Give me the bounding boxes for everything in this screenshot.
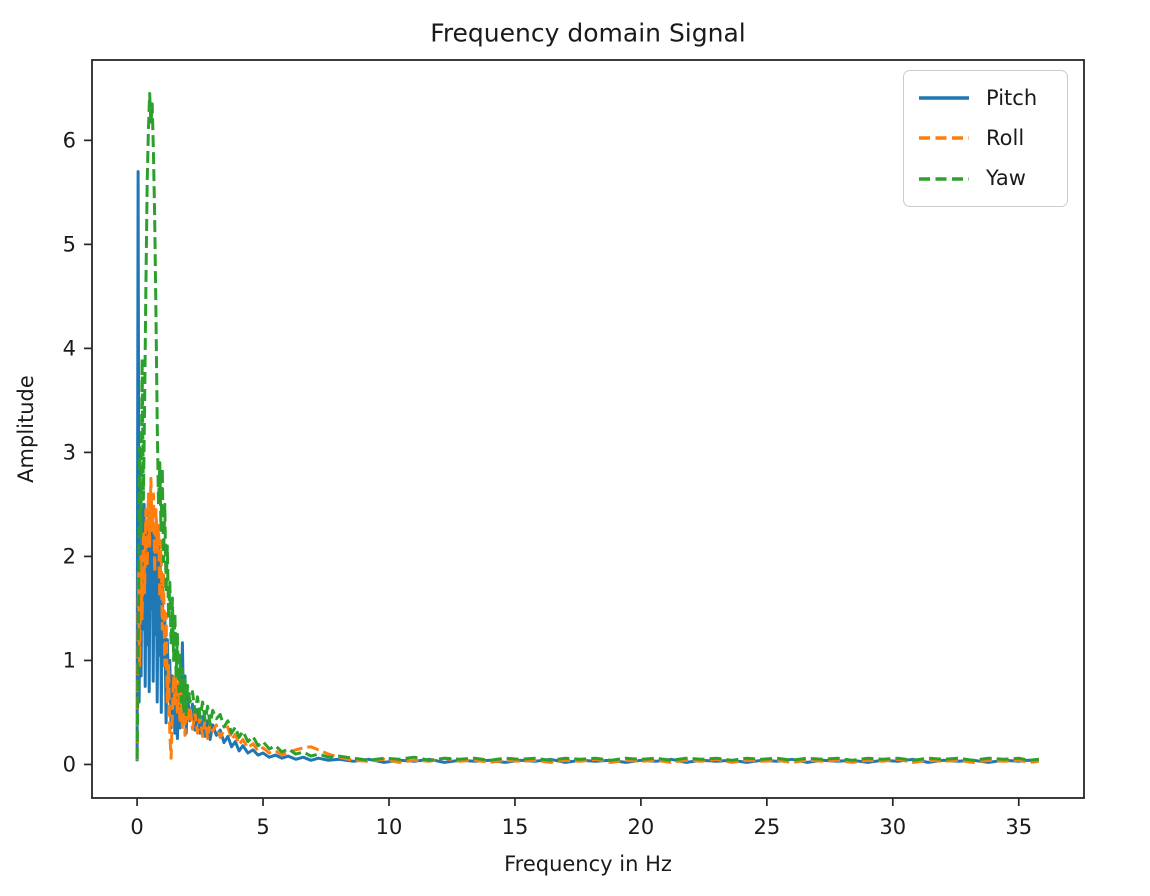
- x-tick-label: 5: [256, 815, 269, 839]
- x-tick-label: 25: [753, 815, 780, 839]
- x-tick-label: 30: [879, 815, 906, 839]
- x-axis-label: Frequency in Hz: [504, 852, 672, 876]
- plot-frame: [91, 59, 1085, 799]
- yaw-line-sample-icon: [919, 177, 969, 181]
- x-tick-label: 35: [1005, 815, 1032, 839]
- legend-label-roll: Roll: [986, 125, 1025, 150]
- legend-label-yaw: Yaw: [986, 166, 1026, 191]
- y-tick-label: 3: [63, 440, 76, 464]
- x-tick-label: 0: [130, 815, 143, 839]
- pitch-line-sample-icon: [919, 96, 969, 100]
- roll-line: [135, 476, 1040, 764]
- y-axis-label: Amplitude: [14, 375, 38, 483]
- x-tick-label: 10: [376, 815, 403, 839]
- legend-item-yaw: Yaw: [917, 168, 1057, 189]
- y-tick-label: 1: [63, 648, 76, 672]
- x-tick-label: 20: [628, 815, 655, 839]
- yaw-line: [135, 92, 1040, 762]
- roll-line-sample-icon: [919, 136, 969, 141]
- pitch-line: [135, 170, 1040, 764]
- y-tick-label: 2: [63, 544, 76, 568]
- chart-title: Frequency domain Signal: [430, 18, 746, 48]
- y-tick-label: 5: [63, 232, 76, 256]
- legend-item-roll: Roll: [917, 125, 1057, 150]
- y-tick-label: 6: [63, 128, 76, 152]
- x-tick-label: 15: [502, 815, 529, 839]
- legend-item-pitch: Pitch: [917, 85, 1057, 110]
- legend-label-pitch: Pitch: [986, 85, 1038, 110]
- y-tick-label: 0: [63, 752, 76, 776]
- y-tick-label: 4: [63, 336, 76, 360]
- legend: Pitch Roll Yaw: [903, 70, 1068, 207]
